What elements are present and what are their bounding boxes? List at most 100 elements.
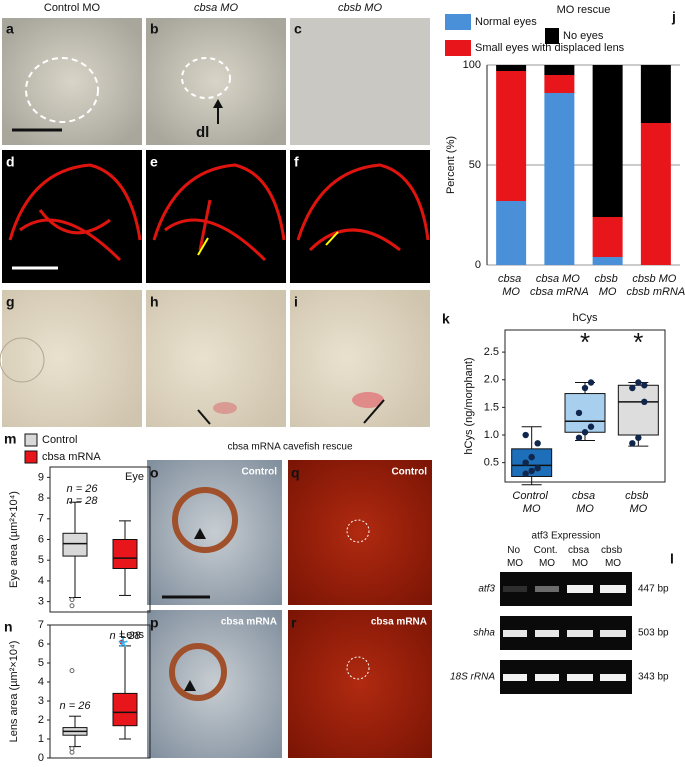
data-point <box>522 431 529 439</box>
data-point <box>587 423 595 430</box>
panel-letter: q <box>291 465 300 481</box>
legend-swatch <box>24 433 38 447</box>
data-point <box>575 409 583 417</box>
bar-segment <box>496 71 527 201</box>
band <box>600 630 626 637</box>
arrow <box>197 237 209 256</box>
data-point <box>635 434 642 441</box>
significance: * <box>633 327 643 357</box>
outlier <box>69 597 75 603</box>
panel-letter: e <box>150 154 158 170</box>
lens-outline <box>346 519 370 543</box>
inner-label: Eye <box>125 471 144 483</box>
y-tick-label: 0.5 <box>484 457 499 469</box>
significance: * <box>580 327 590 357</box>
y-tick-label: 5 <box>38 657 44 669</box>
panel-letter: k <box>442 311 450 327</box>
gene-label: 18S rRNA <box>450 672 495 683</box>
arrow-head <box>213 99 223 108</box>
gel-title: atf3 Expression <box>532 531 601 542</box>
lane-label: No MO <box>507 545 523 569</box>
y-axis-label: Lens area (µm²×10⁴) <box>8 641 20 743</box>
eye-outline <box>181 57 231 99</box>
band <box>535 586 559 592</box>
legend-label: No eyes <box>563 30 604 42</box>
panel-letter: n <box>4 619 13 635</box>
panel-letter: l <box>670 551 674 567</box>
vessels <box>296 163 430 252</box>
y-tick-label: 50 <box>469 159 481 171</box>
bar-segment <box>544 65 575 75</box>
panel-label: Control <box>391 467 427 478</box>
panel-letter: j <box>671 9 676 25</box>
outlier <box>69 668 75 674</box>
data-point <box>522 459 529 466</box>
y-tick-label: 0 <box>38 752 44 764</box>
arrowhead <box>194 528 206 539</box>
panel-letter: h <box>150 294 159 310</box>
eye-outline <box>25 57 99 123</box>
inner-label: Lens <box>120 629 144 641</box>
panel-letter: d <box>6 154 15 170</box>
data-point <box>528 467 535 475</box>
bar-segment <box>592 257 623 265</box>
panel-letter: i <box>294 294 298 310</box>
panel-label: cbsa mRNA <box>371 617 427 628</box>
lane-label: cbsb MO <box>601 545 625 569</box>
panel-letter: f <box>294 154 299 170</box>
y-tick-label: 1 <box>38 733 44 745</box>
arrow-label: dl <box>196 124 209 141</box>
data-point <box>581 384 589 392</box>
x-tick-label: cbsb MO <box>594 273 620 298</box>
x-tick-label: cbsa MO cbsa mRNA <box>530 273 589 298</box>
arrow <box>325 231 339 246</box>
panel-letter: r <box>291 615 297 631</box>
chart-title: hCys <box>572 312 598 324</box>
photos <box>0 18 432 758</box>
x-tick-label: cbsb MO <box>625 490 651 515</box>
photo <box>2 18 142 145</box>
band <box>600 585 626 593</box>
legend-swatch <box>445 40 471 56</box>
column-header: cbsb MO <box>338 2 382 14</box>
y-tick-label: 1.0 <box>484 429 499 441</box>
stain <box>213 402 237 414</box>
bar-segment <box>544 75 575 93</box>
y-tick-label: 8 <box>38 492 44 504</box>
band <box>503 630 527 637</box>
size-label: 503 bp <box>638 628 669 639</box>
data-point <box>629 440 636 447</box>
column-header: cbsa MO <box>194 2 238 14</box>
y-tick-label: 2.0 <box>484 374 499 386</box>
y-tick-label: 6 <box>38 638 44 650</box>
panel-letter: a <box>6 21 14 37</box>
plot-frame <box>49 466 151 613</box>
bar-segment <box>640 65 671 123</box>
data-point <box>641 398 648 406</box>
band <box>567 585 593 593</box>
x-tick-label: cbsa MO <box>572 490 598 515</box>
y-tick-label: 4 <box>38 676 44 688</box>
vessels <box>8 163 142 262</box>
legend-swatch <box>545 28 559 44</box>
n-label: n = 26 <box>60 700 92 712</box>
data-point <box>587 379 595 386</box>
panel-letter: b <box>150 21 159 37</box>
outlier <box>69 603 75 609</box>
bar-segment <box>496 201 527 265</box>
box <box>112 692 138 727</box>
band <box>535 674 559 681</box>
box <box>564 393 606 433</box>
y-tick-label: 4 <box>38 575 44 587</box>
data-point <box>534 464 541 472</box>
band <box>535 630 559 637</box>
data-point <box>534 440 541 447</box>
eye <box>0 337 45 383</box>
data-point <box>641 382 648 389</box>
data-point <box>528 453 535 461</box>
y-axis-label: hCys (ng/morphant) <box>463 357 475 454</box>
photo <box>147 610 282 758</box>
chart-title: MO rescue <box>557 4 611 16</box>
bar-segment <box>592 217 623 257</box>
y-tick-label: 7 <box>38 513 44 525</box>
